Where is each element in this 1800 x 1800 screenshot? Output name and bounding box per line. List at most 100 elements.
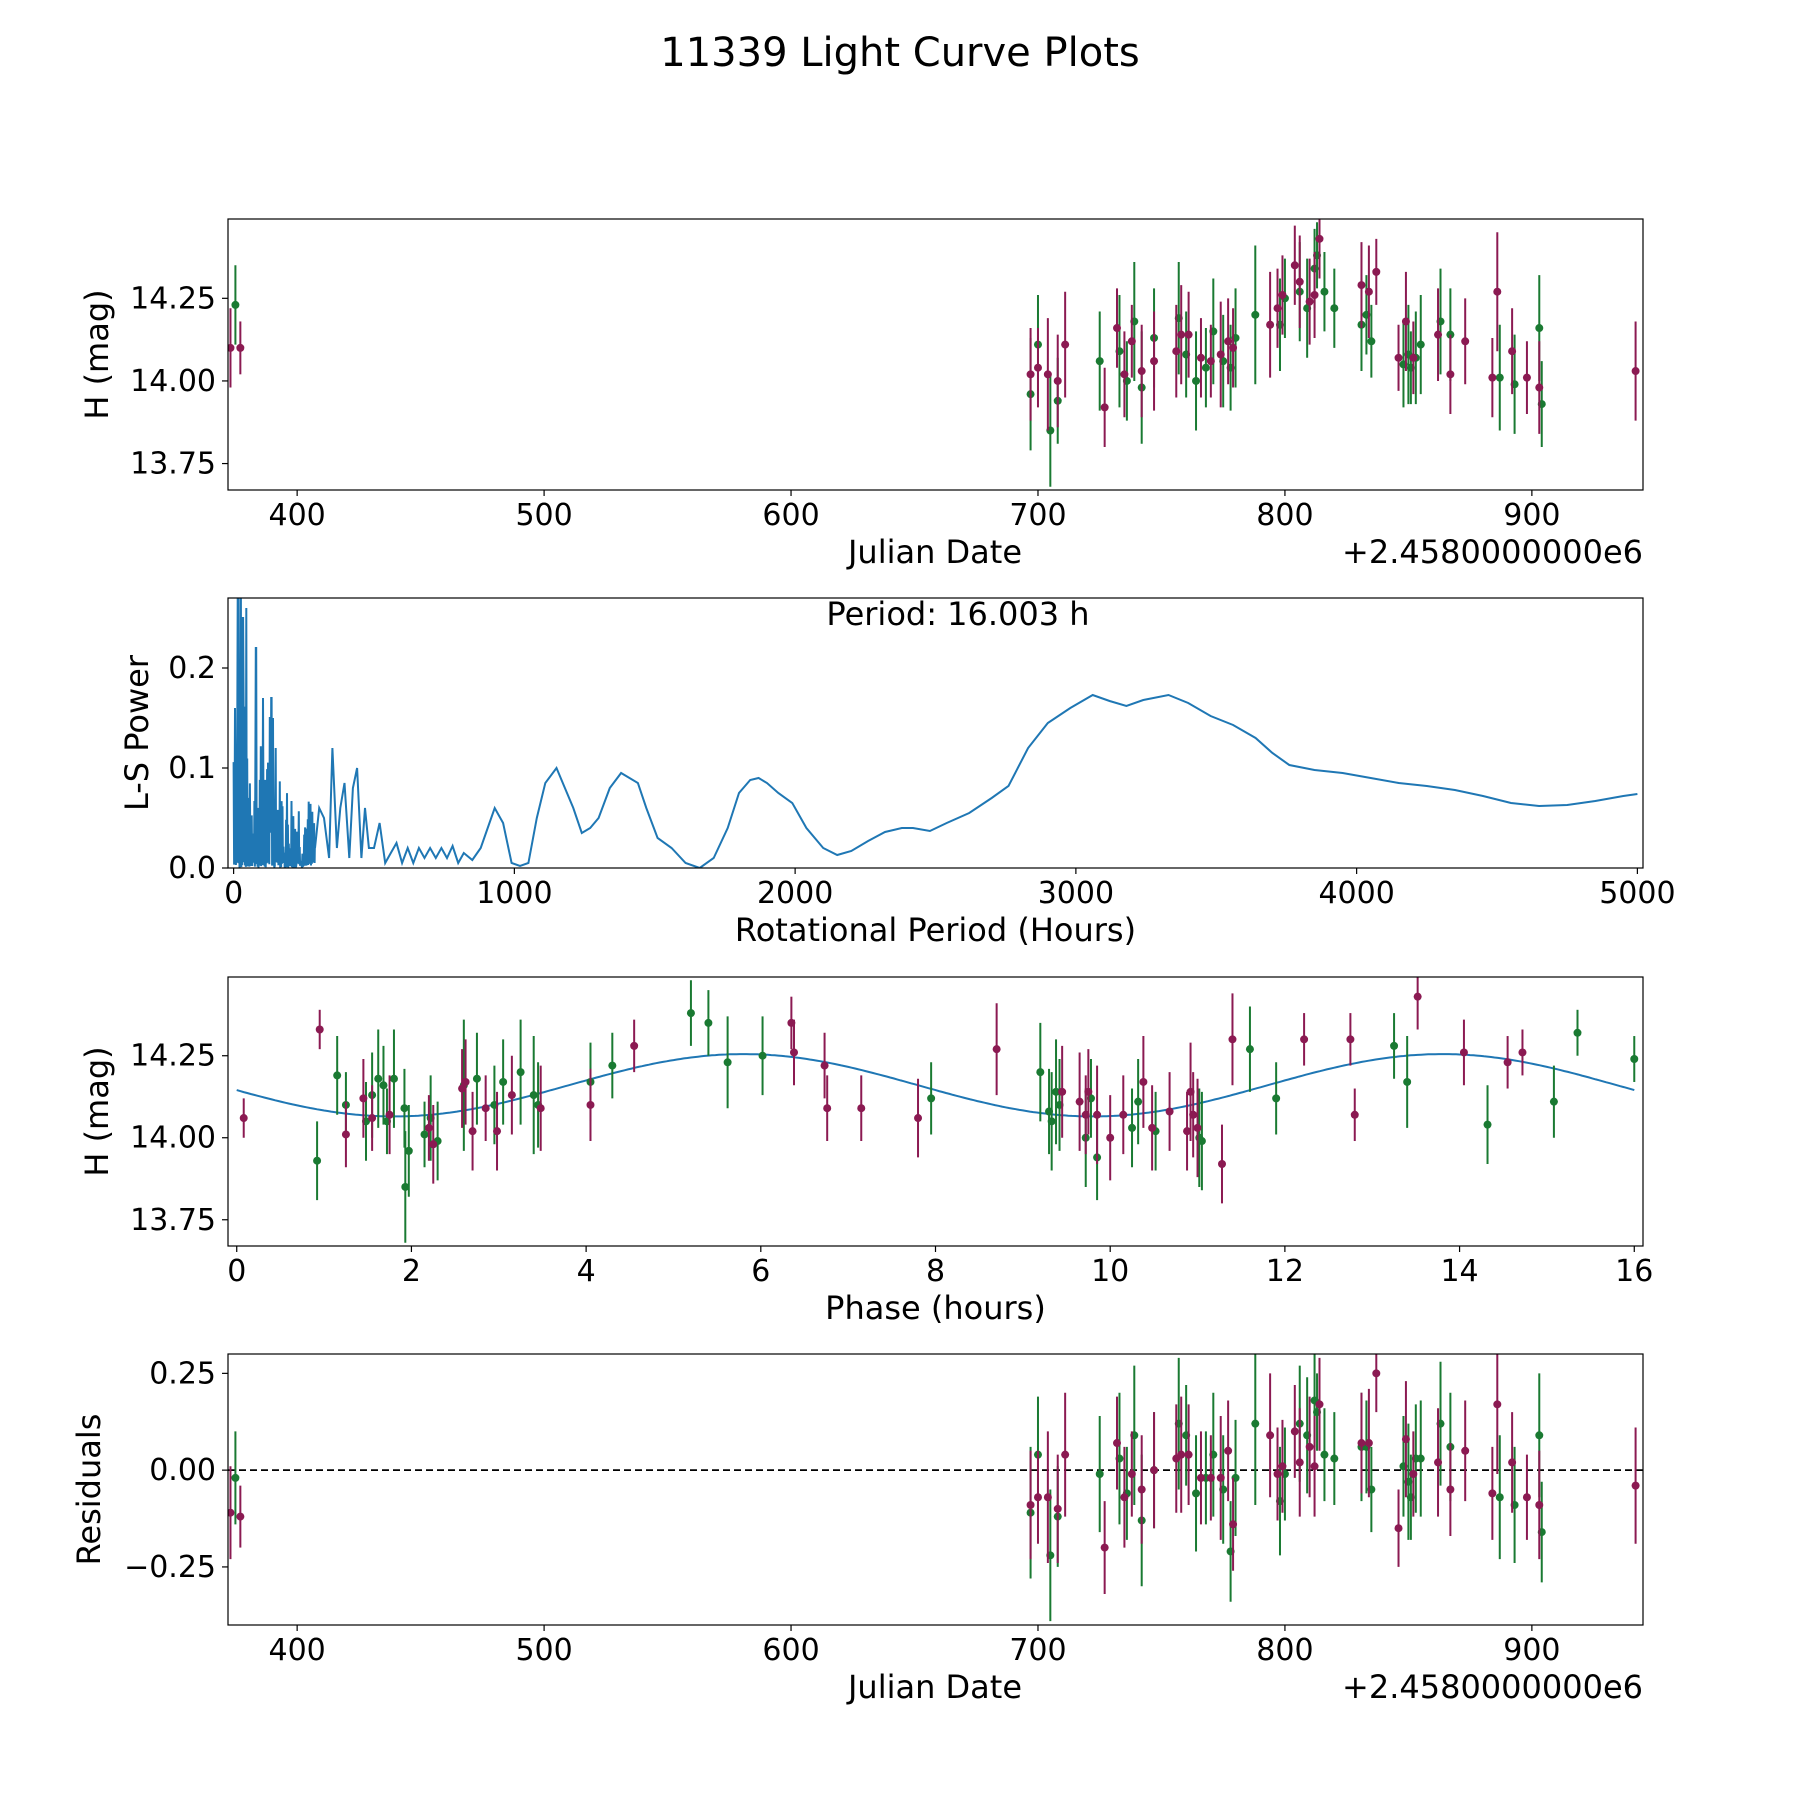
data-point [820, 1061, 829, 1070]
data-point [1409, 1470, 1418, 1479]
data-point [1229, 1520, 1238, 1529]
y-tick-label: 14.25 [130, 1039, 216, 1074]
x-offset-label: +2.4580000000e6 [1342, 1668, 1643, 1706]
data-point [1061, 340, 1070, 349]
filter-purple-series [239, 977, 1527, 1204]
x-tick-label: 6 [751, 1254, 770, 1289]
data-point [686, 1009, 695, 1018]
data-point [1310, 1462, 1319, 1471]
period-annotation: Period: 16.003 h [826, 595, 1089, 633]
data-point [630, 1041, 639, 1050]
data-point [1535, 1431, 1544, 1440]
data-point [1495, 1493, 1504, 1502]
data-point [1495, 373, 1504, 382]
y-tick-label: 14.00 [130, 364, 216, 399]
data-point [313, 1156, 322, 1165]
y-tick-label: 0.25 [149, 1356, 216, 1391]
data-point [1446, 1485, 1455, 1494]
data-point [1416, 1454, 1425, 1463]
data-point [1106, 1133, 1115, 1142]
data-point [704, 1018, 713, 1027]
data-point [1310, 291, 1319, 300]
data-point [1357, 281, 1366, 290]
data-point [1183, 1127, 1192, 1136]
plot-area [228, 219, 1640, 487]
data-point [1093, 1110, 1102, 1119]
data-point [1522, 373, 1531, 382]
data-point [1295, 1458, 1304, 1467]
x-tick-label: 400 [269, 1633, 326, 1668]
y-axis-label: H (mag) [78, 1046, 116, 1176]
data-point [1346, 1035, 1355, 1044]
y-tick-label: 13.75 [130, 1203, 216, 1238]
data-point [1184, 330, 1193, 339]
data-point [1113, 324, 1122, 333]
data-point [1493, 1400, 1502, 1409]
data-point [1245, 1045, 1254, 1054]
axes-frame [227, 218, 1644, 491]
data-point [1075, 1097, 1084, 1106]
data-point [1100, 403, 1109, 412]
data-point [1508, 1458, 1517, 1467]
data-point [1127, 1470, 1136, 1479]
data-point [1201, 363, 1210, 372]
data-point [1320, 1450, 1329, 1459]
data-point [231, 1473, 240, 1482]
data-point [1192, 1489, 1201, 1498]
data-point [1266, 1431, 1275, 1440]
filter-purple-series [228, 219, 1640, 448]
panel-phase_fold: 0 2 4 6 8 10 12 14 16 13.75 14.00 14.25 Phase (hours… [78, 976, 1653, 1327]
data-point [1172, 347, 1181, 356]
data-point [1278, 1462, 1287, 1471]
data-point [359, 1094, 368, 1103]
data-point [723, 1058, 732, 1067]
data-point [401, 1182, 410, 1191]
data-point [1549, 1097, 1558, 1106]
data-point [1113, 1439, 1122, 1448]
data-point [1053, 1504, 1062, 1513]
y-axis-label: Residuals [70, 1414, 108, 1566]
x-tick-label: 400 [269, 498, 326, 533]
data-point [1535, 324, 1544, 333]
y-tick-label: 0.1 [168, 751, 216, 786]
x-tick-label: 2 [402, 1254, 421, 1289]
x-tick-label: 3000 [1038, 876, 1114, 911]
data-point [1120, 1493, 1129, 1502]
x-tick-label: 16 [1615, 1254, 1653, 1289]
data-point [1229, 343, 1238, 352]
data-point [1446, 370, 1455, 379]
data-point [333, 1071, 342, 1080]
ls-power-line [314, 693, 1638, 868]
data-point [1127, 337, 1136, 346]
data-point [1315, 234, 1324, 243]
data-point [1483, 1120, 1492, 1129]
data-point [1330, 1454, 1339, 1463]
data-point [1193, 1123, 1202, 1132]
data-point [1305, 297, 1314, 306]
data-point [236, 343, 245, 352]
data-point [1217, 1159, 1226, 1168]
data-point [368, 1114, 377, 1123]
data-point [1350, 1110, 1359, 1119]
data-point [1206, 357, 1215, 366]
x-tick-label: 800 [1256, 1633, 1313, 1668]
data-point [1192, 376, 1201, 385]
axes-frame [227, 1353, 1644, 1626]
y-tick-label: 0.2 [168, 651, 216, 686]
data-point [1139, 1077, 1148, 1086]
x-axis-label: Phase (hours) [825, 1289, 1046, 1327]
data-point [374, 1074, 383, 1083]
plot-area [236, 977, 1639, 1243]
data-point [499, 1077, 508, 1086]
x-tick-label: 8 [926, 1254, 945, 1289]
data-point [1518, 1048, 1527, 1057]
data-point [1026, 370, 1035, 379]
data-point [1372, 267, 1381, 276]
data-point [481, 1104, 490, 1113]
x-tick-label: 12 [1266, 1254, 1304, 1289]
data-point [1367, 337, 1376, 346]
data-point [472, 1074, 481, 1083]
data-point [1401, 317, 1410, 326]
data-point [1216, 1473, 1225, 1482]
panels: 400 500 600 700 800 90013.7514.0014.25Julian … [70, 218, 1676, 1706]
